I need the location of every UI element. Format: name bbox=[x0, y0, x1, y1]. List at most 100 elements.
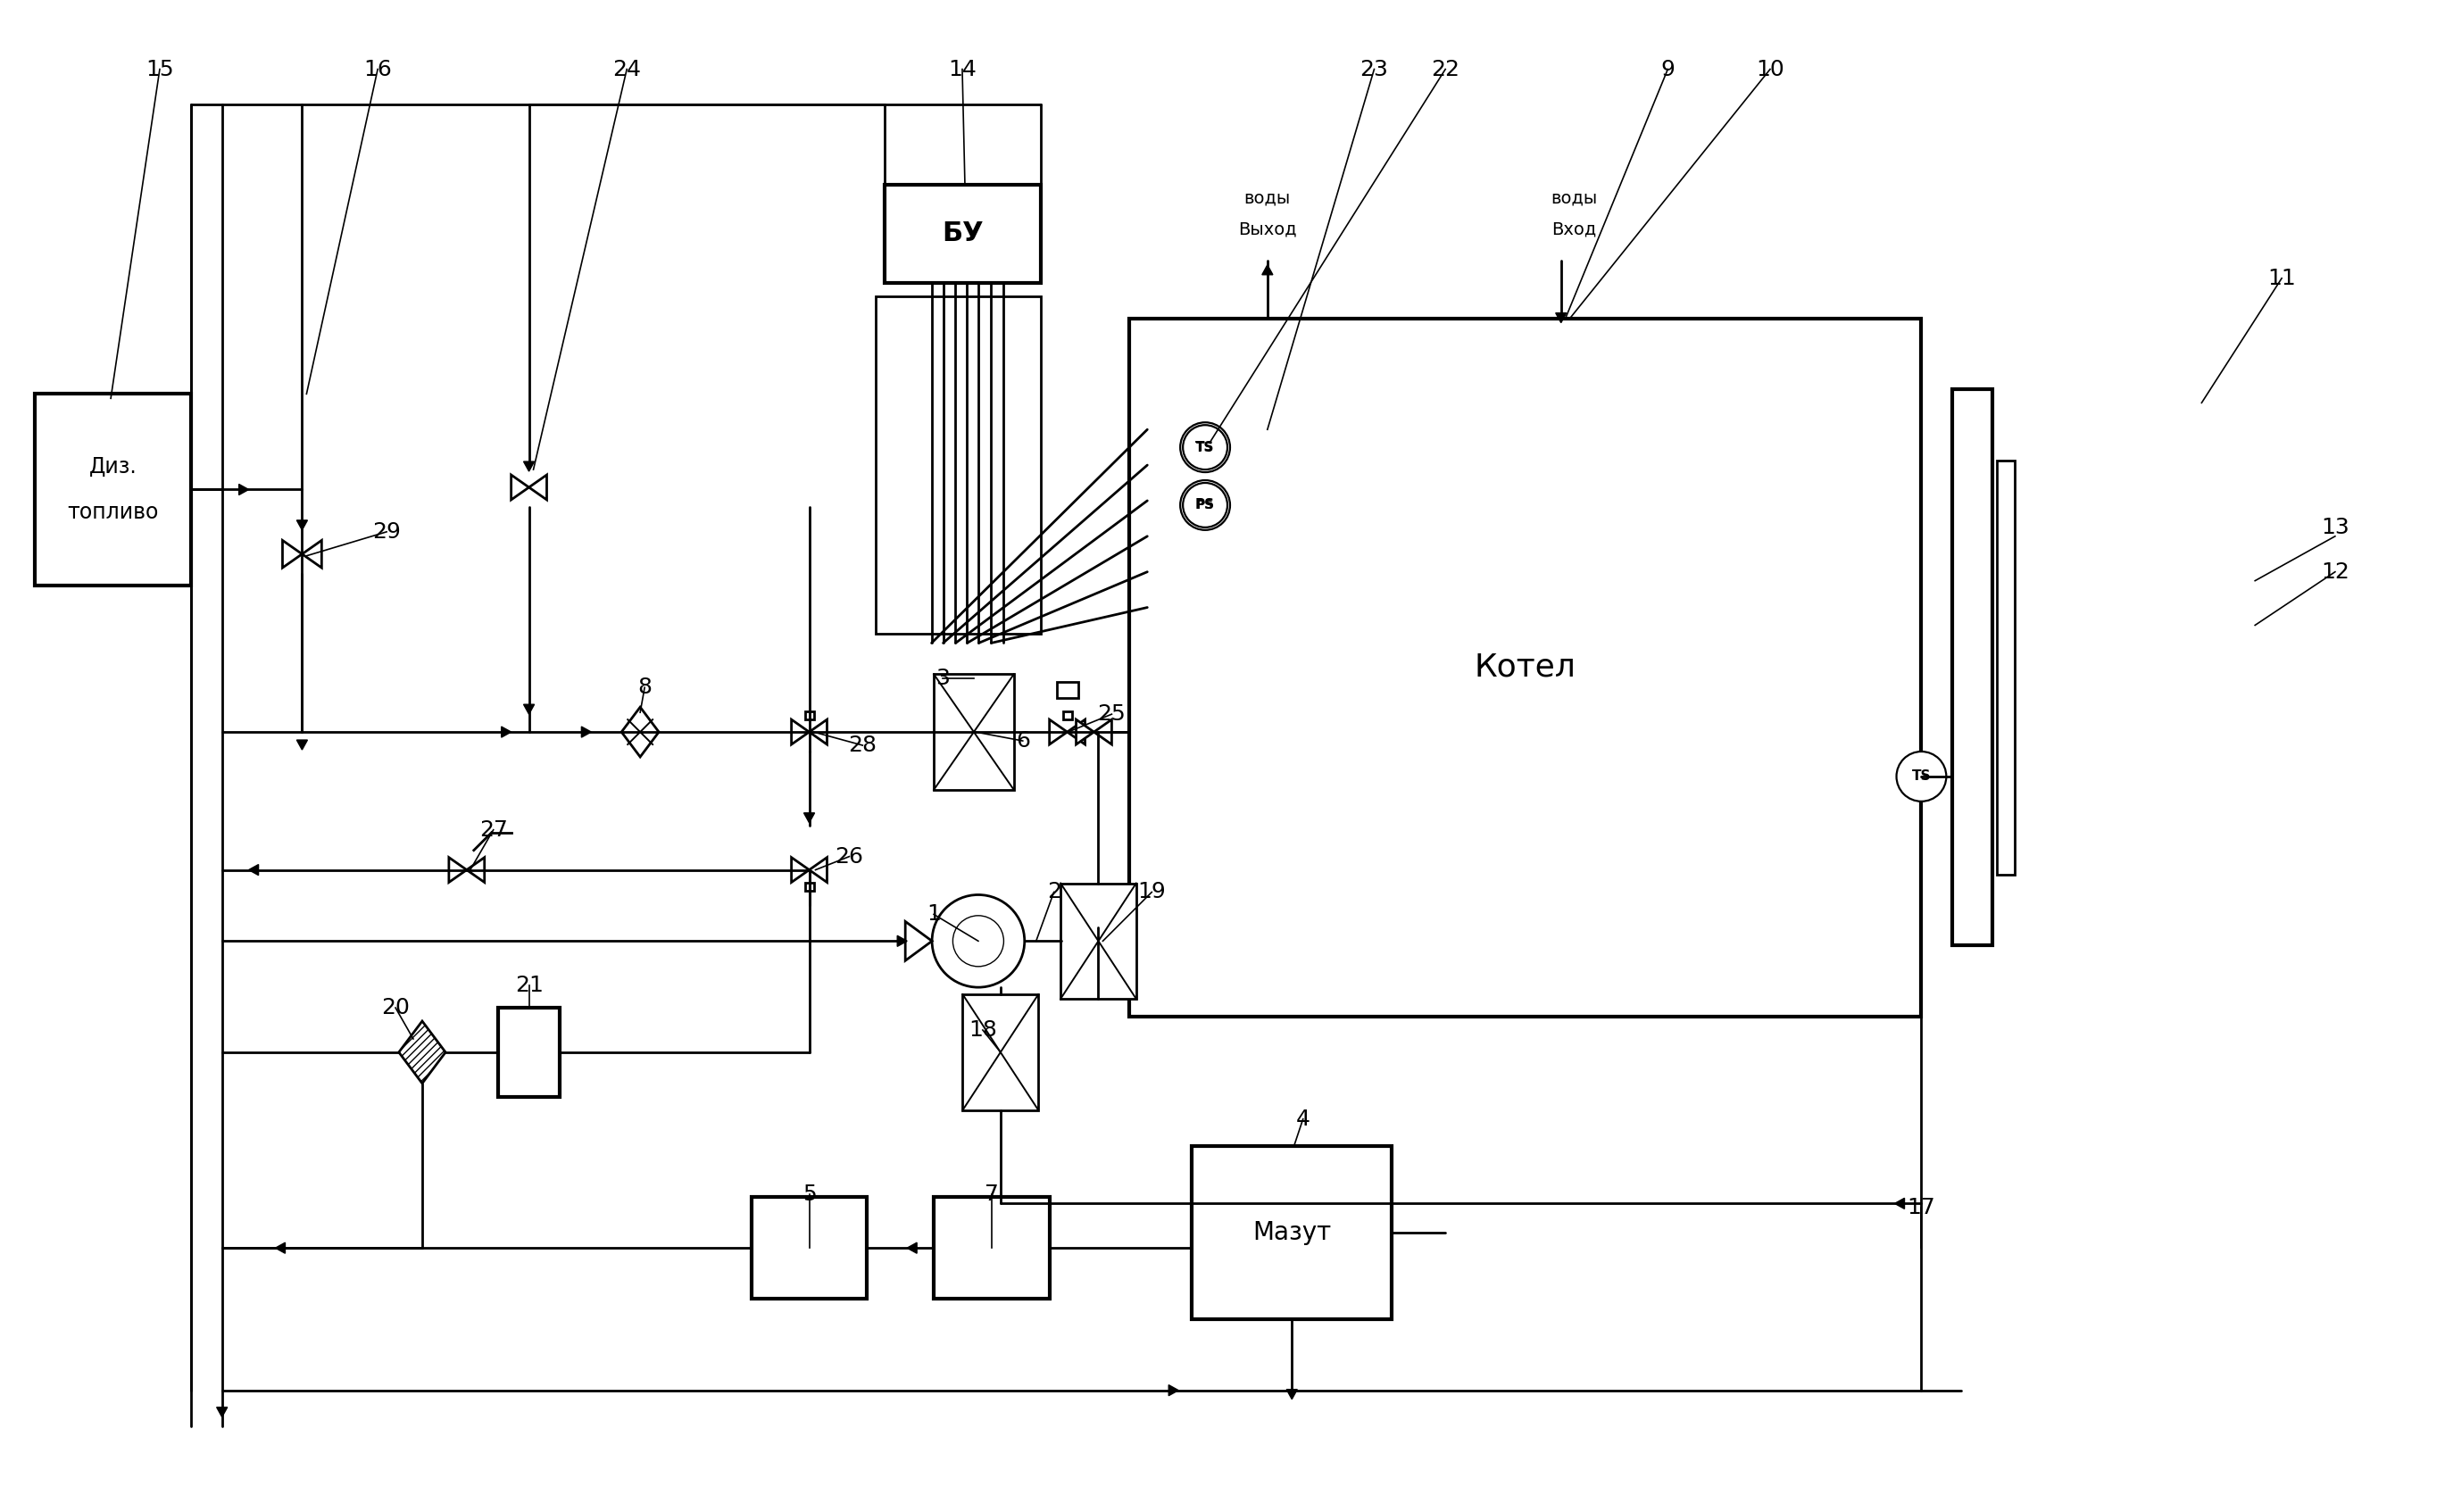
Polygon shape bbox=[275, 1243, 285, 1253]
Circle shape bbox=[1896, 751, 1945, 801]
Circle shape bbox=[1180, 481, 1229, 531]
Bar bbox=[751, 1198, 866, 1299]
Bar bbox=[935, 1198, 1050, 1299]
Circle shape bbox=[1182, 425, 1226, 470]
Polygon shape bbox=[297, 739, 307, 750]
Polygon shape bbox=[1261, 265, 1273, 275]
Text: 10: 10 bbox=[1756, 59, 1783, 80]
Polygon shape bbox=[805, 813, 814, 823]
Text: Диз.: Диз. bbox=[88, 457, 137, 478]
Text: 16: 16 bbox=[363, 59, 392, 80]
Text: 7: 7 bbox=[984, 1184, 998, 1205]
Polygon shape bbox=[530, 475, 547, 500]
Text: TS: TS bbox=[1911, 770, 1931, 783]
Polygon shape bbox=[466, 857, 486, 883]
Polygon shape bbox=[1077, 720, 1094, 744]
Circle shape bbox=[1182, 482, 1226, 528]
Text: воды: воды bbox=[1550, 189, 1597, 207]
Bar bbox=[1057, 682, 1077, 699]
Bar bbox=[1997, 461, 2014, 874]
Polygon shape bbox=[1168, 1385, 1177, 1396]
Circle shape bbox=[952, 916, 1003, 966]
Circle shape bbox=[932, 895, 1025, 987]
Polygon shape bbox=[302, 540, 321, 567]
Polygon shape bbox=[974, 727, 984, 738]
Polygon shape bbox=[282, 540, 302, 567]
Polygon shape bbox=[522, 461, 535, 472]
Polygon shape bbox=[216, 1408, 228, 1417]
Bar bbox=[1128, 319, 1921, 1016]
Text: 18: 18 bbox=[969, 1019, 996, 1040]
Bar bbox=[805, 883, 814, 891]
Text: 21: 21 bbox=[515, 975, 542, 996]
Text: 9: 9 bbox=[1661, 59, 1675, 80]
Text: Котел: Котел bbox=[1474, 652, 1577, 682]
Polygon shape bbox=[809, 857, 827, 883]
Text: 20: 20 bbox=[380, 996, 410, 1019]
Polygon shape bbox=[1050, 720, 1067, 744]
Polygon shape bbox=[248, 865, 258, 875]
Text: 8: 8 bbox=[638, 677, 652, 699]
Text: 12: 12 bbox=[2321, 561, 2350, 582]
Polygon shape bbox=[400, 1021, 446, 1084]
Text: 24: 24 bbox=[613, 59, 640, 80]
Text: 15: 15 bbox=[145, 59, 174, 80]
Bar bbox=[1062, 712, 1072, 720]
Text: 19: 19 bbox=[1138, 881, 1165, 903]
Bar bbox=[805, 712, 814, 720]
Text: 3: 3 bbox=[935, 668, 949, 689]
Polygon shape bbox=[905, 921, 932, 960]
Text: 13: 13 bbox=[2321, 517, 2350, 538]
Bar bbox=[935, 674, 1013, 789]
Bar bbox=[1060, 883, 1136, 999]
Text: 6: 6 bbox=[1016, 730, 1030, 751]
Polygon shape bbox=[1555, 313, 1567, 322]
Polygon shape bbox=[792, 720, 809, 744]
Text: топливо: топливо bbox=[66, 502, 159, 523]
Polygon shape bbox=[621, 708, 660, 758]
Polygon shape bbox=[500, 727, 510, 738]
Bar bbox=[34, 395, 191, 585]
Polygon shape bbox=[1894, 1198, 1904, 1210]
Text: TS: TS bbox=[1195, 440, 1214, 454]
Polygon shape bbox=[1285, 1390, 1298, 1399]
Text: 17: 17 bbox=[1906, 1198, 1935, 1219]
Bar bbox=[1953, 390, 1992, 945]
Bar bbox=[876, 296, 1040, 634]
Polygon shape bbox=[1067, 720, 1084, 744]
Text: 11: 11 bbox=[2267, 268, 2296, 289]
Bar bbox=[498, 1009, 559, 1096]
Polygon shape bbox=[297, 520, 307, 531]
Text: 5: 5 bbox=[802, 1184, 817, 1205]
Text: 14: 14 bbox=[947, 59, 976, 80]
Text: 29: 29 bbox=[373, 522, 400, 543]
Polygon shape bbox=[581, 727, 591, 738]
Text: 25: 25 bbox=[1096, 703, 1126, 724]
Text: 26: 26 bbox=[834, 845, 863, 868]
Text: TS: TS bbox=[1197, 442, 1214, 454]
Polygon shape bbox=[449, 857, 466, 883]
Text: Мазут: Мазут bbox=[1253, 1220, 1332, 1244]
Polygon shape bbox=[809, 720, 827, 744]
Text: 22: 22 bbox=[1430, 59, 1460, 80]
Polygon shape bbox=[238, 484, 248, 494]
Text: 23: 23 bbox=[1359, 59, 1388, 80]
Polygon shape bbox=[898, 936, 908, 947]
Polygon shape bbox=[908, 1243, 917, 1253]
Text: 28: 28 bbox=[849, 735, 876, 756]
Text: воды: воды bbox=[1244, 189, 1290, 207]
Text: 4: 4 bbox=[1295, 1108, 1310, 1129]
Bar bbox=[962, 995, 1038, 1110]
Polygon shape bbox=[522, 705, 535, 714]
Text: PS: PS bbox=[1195, 499, 1214, 513]
Text: PS: PS bbox=[1197, 499, 1214, 511]
Polygon shape bbox=[1094, 720, 1111, 744]
Text: 1: 1 bbox=[927, 904, 942, 925]
Polygon shape bbox=[510, 475, 530, 500]
Bar bbox=[886, 184, 1040, 283]
Text: 2: 2 bbox=[1047, 881, 1062, 903]
Text: БУ: БУ bbox=[942, 221, 984, 246]
Circle shape bbox=[1180, 422, 1229, 472]
Text: Выход: Выход bbox=[1239, 221, 1298, 237]
Text: Вход: Вход bbox=[1553, 221, 1597, 237]
